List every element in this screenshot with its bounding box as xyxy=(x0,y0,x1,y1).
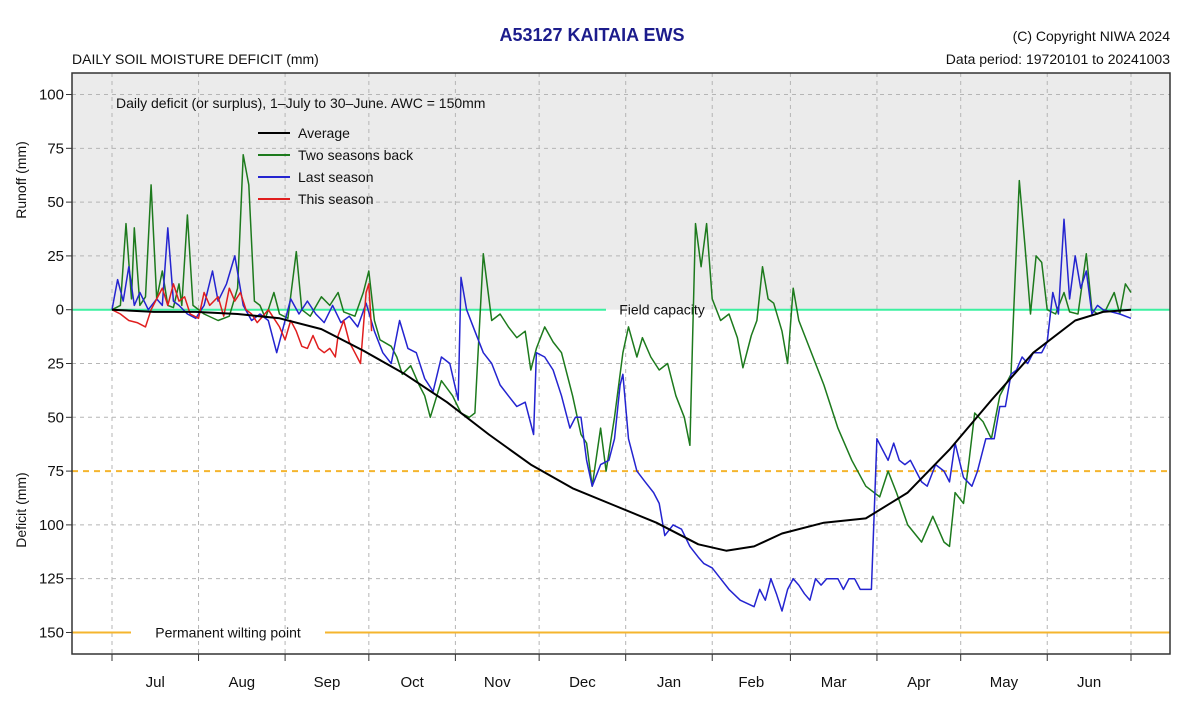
x-tick-label: May xyxy=(990,674,1019,691)
grid-lines xyxy=(72,73,1170,654)
y-tick-label: 100 xyxy=(39,517,64,534)
x-tick-label: Nov xyxy=(484,674,511,691)
x-tick-label: Mar xyxy=(821,674,847,691)
x-tick-label: Sep xyxy=(314,674,341,691)
series-line-average xyxy=(111,308,1132,552)
y-tick-label: 50 xyxy=(47,409,64,426)
y-axis-label-runoff: Runoff (mm) xyxy=(13,141,29,219)
x-tick-label: Apr xyxy=(907,674,930,691)
legend-label: Average xyxy=(298,125,350,141)
y-tick-label: 125 xyxy=(39,571,64,588)
copyright-text: (C) Copyright NIWA 2024 xyxy=(1013,28,1171,44)
y-tick-label: 75 xyxy=(47,463,64,480)
y-tick-label: 150 xyxy=(39,624,64,641)
runoff-panel-background xyxy=(72,73,1170,310)
y-axis-ticks: 100 75 50 25 0 25 50 75 100 125 150 xyxy=(39,87,72,641)
series-line-this-season xyxy=(111,283,373,365)
chart-annotation: Daily deficit (or surplus), 1–July to 30… xyxy=(116,95,485,111)
y-tick-label: 25 xyxy=(47,248,64,265)
y-tick-label: 50 xyxy=(47,194,64,211)
x-tick-label: Aug xyxy=(228,674,255,691)
series-line-last-season xyxy=(111,218,1132,612)
field-capacity-label: Field capacity xyxy=(619,302,705,318)
x-tick-label: Oct xyxy=(400,674,424,691)
reference-lines: Field capacity Permanent wilting point xyxy=(72,302,1170,640)
chart-title: A53127 KAITAIA EWS xyxy=(499,25,684,45)
legend-label: This season xyxy=(298,191,373,207)
x-tick-label: Jul xyxy=(146,674,165,691)
y-tick-label: 0 xyxy=(56,302,64,319)
x-tick-label: Dec xyxy=(569,674,596,691)
y-tick-label: 25 xyxy=(47,356,64,373)
x-tick-label: Jan xyxy=(657,674,681,691)
wilting-point-label: Permanent wilting point xyxy=(155,624,301,640)
y-axis-label-deficit: Deficit (mm) xyxy=(13,472,29,547)
legend-label: Last season xyxy=(298,169,374,185)
legend: Average Two seasons back Last season This s… xyxy=(258,125,414,207)
x-tick-label: Feb xyxy=(738,674,764,691)
data-period-text: Data period: 19720101 to 20241003 xyxy=(946,51,1170,67)
x-tick-label: Jun xyxy=(1077,674,1101,691)
y-tick-label: 75 xyxy=(47,140,64,157)
y-tick-label: 100 xyxy=(39,87,64,104)
chart-subtitle: DAILY SOIL MOISTURE DEFICIT (mm) xyxy=(72,51,319,67)
legend-label: Two seasons back xyxy=(298,147,414,163)
x-axis-ticks: Jul Aug Sep Oct Nov Dec Jan Feb Mar Apr May Jun xyxy=(111,654,1132,691)
series-lines xyxy=(111,154,1132,612)
